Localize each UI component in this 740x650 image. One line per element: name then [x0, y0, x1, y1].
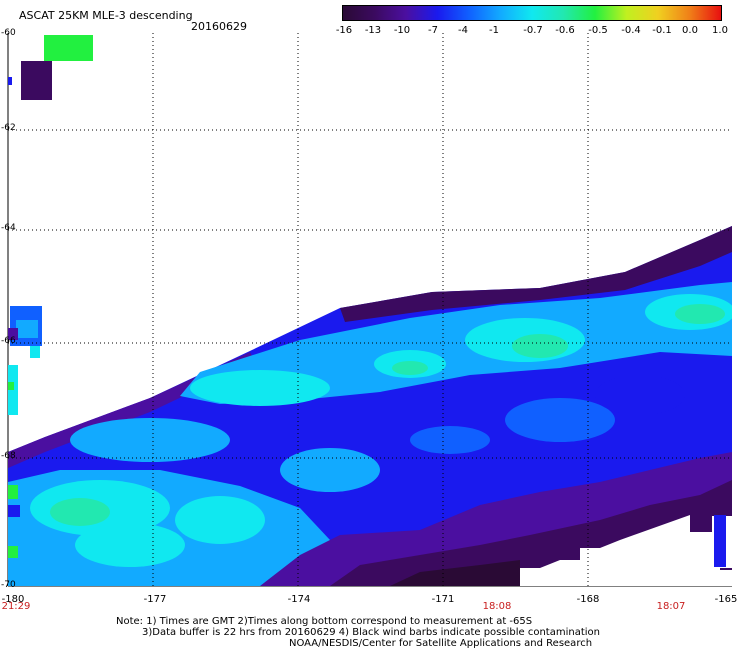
lon-label: -168	[576, 594, 600, 605]
data-cell	[505, 398, 615, 442]
scale-label: -0.6	[555, 25, 575, 36]
data-cell	[44, 35, 93, 61]
data-cell	[21, 61, 52, 100]
note-line-1: Note: 1) Times are GMT 2)Times along bot…	[116, 616, 533, 627]
data-cell	[8, 77, 12, 85]
data-cell	[675, 304, 725, 324]
data-cell	[392, 361, 428, 375]
credit-line: NOAA/NESDIS/Center for Satellite Applica…	[289, 638, 593, 649]
lon-label: -174	[287, 594, 311, 605]
lat-label: -68	[1, 451, 16, 461]
data-cell	[714, 515, 726, 567]
scale-label: -10	[393, 25, 411, 36]
lon-label: -180	[1, 594, 25, 605]
time-label: 18:07	[656, 601, 686, 612]
data-cell	[410, 426, 490, 454]
lat-label: -62	[1, 123, 16, 133]
note-line-2: 3)Data buffer is 22 hrs from 20160629 4)…	[142, 627, 600, 638]
lat-label: -66	[1, 336, 16, 346]
scale-label: -0.1	[652, 25, 672, 36]
scale-label: 1.0	[712, 25, 728, 36]
data-cell	[8, 485, 18, 499]
graticule	[8, 33, 732, 586]
data-cell	[340, 226, 732, 322]
data-cell	[512, 334, 568, 358]
lon-label: -171	[431, 594, 455, 605]
wind-swath	[8, 35, 732, 586]
product-title: ASCAT 25KM MLE-3 descending	[19, 9, 193, 22]
data-cell	[70, 418, 230, 462]
product-date: 20160629	[191, 20, 247, 33]
data-cell	[16, 320, 38, 338]
data-cell	[190, 370, 330, 406]
data-cell	[8, 505, 20, 517]
data-cell	[75, 523, 185, 567]
lon-label: -165	[714, 594, 738, 605]
scale-label: -0.4	[621, 25, 641, 36]
data-cell	[8, 382, 14, 390]
scale-label: -7	[428, 25, 438, 36]
scale-label: -0.5	[588, 25, 608, 36]
scale-label: -0.7	[523, 25, 543, 36]
lon-label: -177	[143, 594, 167, 605]
no-data-area	[520, 515, 732, 586]
data-cell	[8, 546, 18, 558]
scale-label: -13	[364, 25, 382, 36]
data-cell	[30, 346, 40, 358]
lat-label: -64	[1, 223, 16, 233]
lat-label: -70	[1, 580, 16, 590]
data-cell	[280, 448, 380, 492]
data-cell	[595, 375, 685, 415]
data-cell	[390, 560, 520, 586]
scale-label: 0.0	[682, 25, 698, 36]
data-cell	[8, 328, 18, 340]
scale-label: -4	[458, 25, 468, 36]
time-label: 18:08	[482, 601, 512, 612]
lat-label: -60	[1, 28, 16, 38]
data-cell	[175, 496, 265, 544]
time-label: 21:29	[1, 601, 31, 612]
scale-label: -16	[335, 25, 353, 36]
scale-label: -1	[489, 25, 499, 36]
color-scale-bar	[342, 5, 722, 21]
data-cell	[50, 498, 110, 526]
